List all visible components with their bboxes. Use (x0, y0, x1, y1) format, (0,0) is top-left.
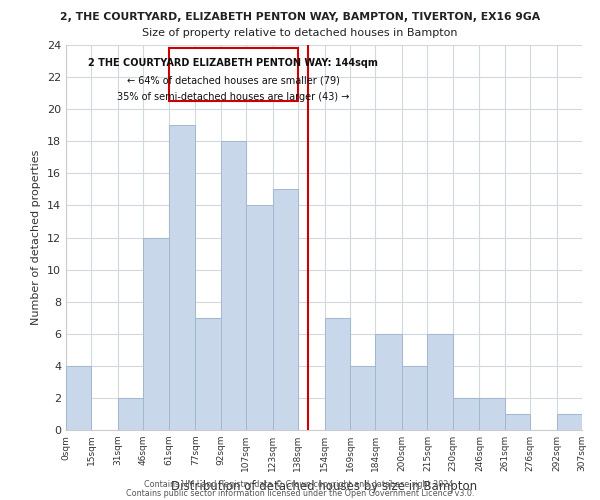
Bar (452, 398, 479, 430)
Bar (350, 366, 375, 430)
Bar (402, 366, 427, 430)
FancyBboxPatch shape (169, 48, 298, 101)
Bar (143, 238, 169, 430)
Bar (375, 334, 402, 430)
Bar (427, 334, 452, 430)
Text: Size of property relative to detached houses in Bampton: Size of property relative to detached ho… (142, 28, 458, 38)
X-axis label: Distribution of detached houses by size in Bampton: Distribution of detached houses by size … (171, 480, 477, 492)
Bar (479, 398, 505, 430)
Text: ← 64% of detached houses are smaller (79): ← 64% of detached houses are smaller (79… (127, 76, 340, 86)
Text: Contains HM Land Registry data © Crown copyright and database right 2024.: Contains HM Land Registry data © Crown c… (144, 480, 456, 489)
Bar (325, 318, 350, 430)
Bar (505, 414, 530, 430)
Bar (196, 318, 221, 430)
Bar (246, 206, 273, 430)
Bar (169, 125, 196, 430)
Text: 35% of semi-detached houses are larger (43) →: 35% of semi-detached houses are larger (… (117, 92, 349, 102)
Text: 2 THE COURTYARD ELIZABETH PENTON WAY: 144sqm: 2 THE COURTYARD ELIZABETH PENTON WAY: 14… (88, 58, 378, 68)
Text: Contains public sector information licensed under the Open Government Licence v3: Contains public sector information licen… (126, 488, 474, 498)
Bar (557, 414, 582, 430)
Bar (221, 142, 246, 430)
Bar (273, 190, 298, 430)
Bar (118, 398, 143, 430)
Text: 2, THE COURTYARD, ELIZABETH PENTON WAY, BAMPTON, TIVERTON, EX16 9GA: 2, THE COURTYARD, ELIZABETH PENTON WAY, … (60, 12, 540, 22)
Y-axis label: Number of detached properties: Number of detached properties (31, 150, 41, 325)
Bar (66, 366, 91, 430)
